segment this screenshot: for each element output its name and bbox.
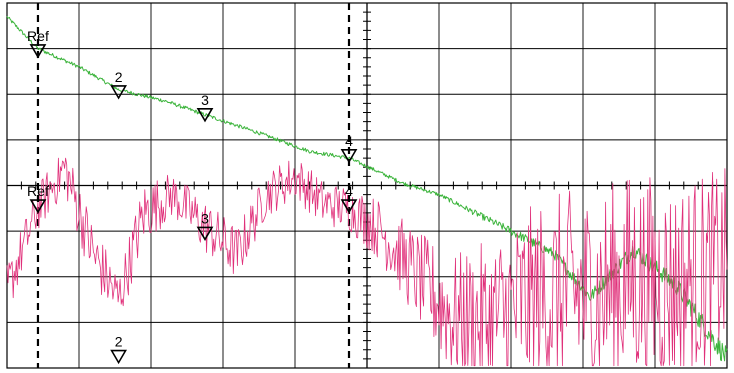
trace-magenta [6,157,728,367]
marker-green-ref: Ref [27,28,49,59]
marker-label: 2 [115,334,123,350]
marker-triangle-icon [340,199,358,214]
marker-label: 3 [201,92,209,108]
marker-magenta-3: 3 [196,210,214,241]
marker-green-3: 3 [196,92,214,123]
marker-label: 3 [201,210,209,226]
marker-green-4: 4 [340,133,358,164]
marker-label: 4 [345,133,353,149]
marker-triangle-icon [340,149,358,164]
marker-magenta-4: 4 [340,183,358,214]
marker-triangle-icon [110,349,127,365]
markers: Ref 2 3 4 Ref 2 3 4 [27,28,358,365]
trace-green [6,15,728,362]
marker-triangle-icon [196,226,214,241]
marker-triangle-icon [196,107,214,123]
marker-triangle-icon [29,199,47,214]
marker-label: Ref [27,28,49,44]
marker-triangle-icon [110,85,127,100]
marker-magenta-2: 2 [110,334,127,365]
marker-magenta-ref: Ref [27,183,49,214]
marker-triangle-icon [29,44,47,59]
center-axes [7,3,727,368]
marker-label: 4 [345,183,353,199]
marker-green-2: 2 [110,69,127,100]
cursor-lines [36,3,351,368]
traces [6,15,728,367]
marker-label: 2 [115,69,123,85]
marker-label: Ref [27,183,49,199]
